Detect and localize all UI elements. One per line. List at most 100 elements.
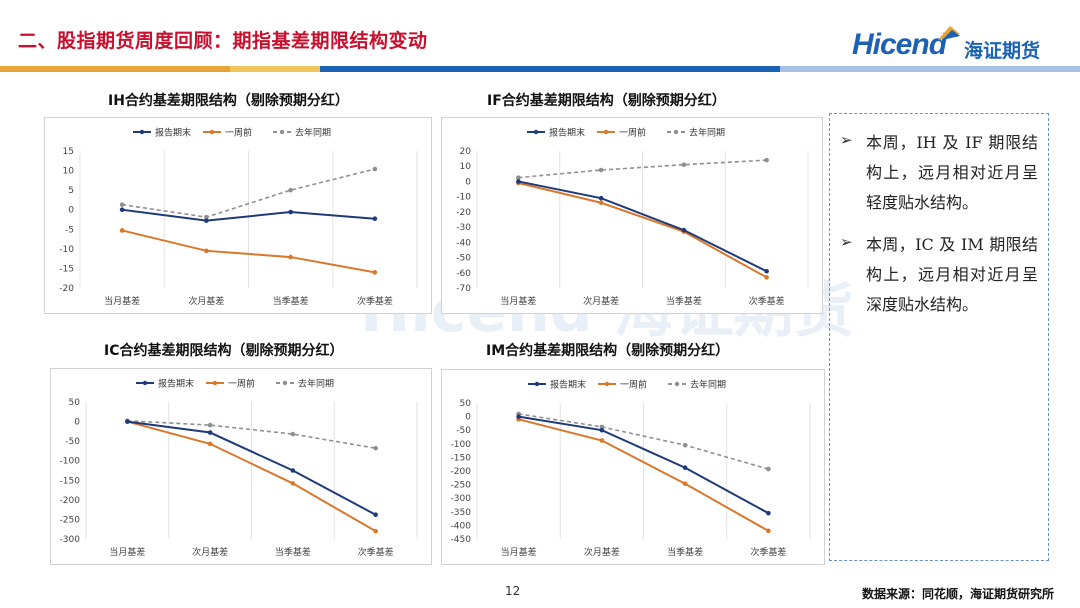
y-tick-label: -40: [456, 238, 471, 248]
y-tick-label: -400: [451, 521, 472, 531]
commentary-item: ➢ 本周，IC 及 IM 期限结构上，远月相对近月呈深度贴水结构。: [840, 230, 1038, 320]
y-tick-label: -70: [456, 284, 471, 294]
y-tick-label: -10: [456, 193, 471, 203]
legend-marker-one-week-ago: [604, 381, 610, 387]
data-point-report-end: [764, 268, 769, 274]
commentary-item: ➢ 本周，IH 及 IF 期限结构上，远月相对近月呈轻度贴水结构。: [840, 128, 1038, 218]
data-point-one-week-ago: [119, 228, 125, 233]
y-tick-label: -300: [60, 535, 81, 545]
series-line-last-year: [518, 413, 769, 470]
y-tick-label: -200: [451, 467, 472, 477]
chart-ic-svg: 50 0 -50 -100 -150 -200 -250 -300 当月基差 次月基差 当季基差 次季…: [60, 378, 418, 558]
data-point-last-year: [764, 157, 769, 163]
data-point-report-end: [372, 216, 378, 222]
arrow-bullet-icon: ➢: [840, 131, 853, 149]
data-point-report-end: [204, 218, 209, 223]
commentary-box: ➢ 本周，IH 及 IF 期限结构上，远月相对近月呈轻度贴水结构。 ➢ 本周，I…: [829, 113, 1049, 561]
legend-label-report-end: 报告期末: [158, 378, 194, 390]
chart-title-im: IM合约基差期限结构（剔除预期分红）: [486, 343, 730, 359]
page-title: 二、股指期货周度回顾：期指基差期限结构变动: [18, 30, 428, 52]
data-point-one-week-ago: [290, 481, 296, 486]
x-category-label: 当月基差: [500, 295, 536, 307]
y-tick-label: -450: [451, 535, 472, 545]
x-category-label: 当季基差: [273, 295, 309, 307]
y-tick-label: -15: [59, 264, 74, 274]
data-point-report-end: [119, 207, 125, 213]
logo-sail-icon: [938, 26, 960, 40]
chart-if: 20 10 0 -10 -20 -30 -40 -50 -60 -70 当月基差 次月基差 当季基差 次季…: [441, 117, 823, 314]
chart-title-ih: IH合约基差期限结构（剔除预期分红）: [108, 93, 349, 109]
y-tick-label: -150: [451, 453, 472, 463]
company-logo: Hicend 海证期货: [852, 24, 1062, 64]
x-category-label: 当月基差: [109, 546, 145, 558]
x-category-label: 次季基差: [357, 295, 393, 307]
chart-ih-svg: 15 10 5 0 -5 -10 -15 -20 当月基差 次月基差 当季基差 次季基差 报告期末 一周前…: [59, 127, 418, 307]
data-point-one-week-ago: [372, 270, 378, 275]
legend-label-report-end: 报告期末: [155, 127, 191, 139]
data-point-report-end: [599, 427, 605, 433]
y-tick-label: -50: [65, 437, 80, 447]
legend-label-one-week-ago: 一周前: [619, 127, 646, 139]
x-category-label: 次季基差: [749, 295, 785, 307]
y-tick-label: -50: [456, 426, 471, 436]
data-point-report-end: [516, 179, 521, 184]
y-tick-label: 50: [460, 399, 472, 409]
legend-label-last-year: 去年同期: [295, 127, 331, 139]
data-point-one-week-ago: [599, 438, 605, 443]
data-point-last-year: [599, 424, 605, 430]
x-category-label: 当季基差: [275, 546, 311, 558]
legend-label-report-end: 报告期末: [549, 127, 585, 139]
y-tick-label: 50: [69, 398, 81, 408]
legend-label-one-week-ago: 一周前: [225, 127, 252, 139]
x-category-label: 当月基差: [104, 295, 140, 307]
chart-if-svg: 20 10 0 -10 -20 -30 -40 -50 -60 -70 当月基差 次月基差 当季基差 次季…: [456, 127, 809, 307]
series-line-report-end: [518, 180, 768, 273]
chart-ic: 50 0 -50 -100 -150 -200 -250 -300 当月基差 次月基差 当季基差 次季…: [50, 368, 432, 565]
commentary-text: 本周，IC 及 IM 期限结构上，远月相对近月呈深度贴水结构。: [866, 235, 1038, 314]
y-tick-label: -100: [60, 457, 81, 467]
legend-marker-report-end: [533, 129, 539, 135]
y-tick-label: -300: [451, 494, 472, 504]
data-point-report-end: [766, 510, 771, 516]
data-point-report-end: [681, 227, 687, 233]
y-tick-label: 0: [465, 413, 471, 423]
y-tick-label: -150: [60, 476, 81, 486]
data-point-report-end: [125, 419, 130, 424]
data-point-one-week-ago: [373, 528, 378, 534]
data-point-report-end: [288, 209, 293, 215]
y-tick-label: 20: [460, 147, 472, 157]
legend-marker-report-end: [534, 381, 540, 387]
data-point-one-week-ago: [288, 254, 293, 260]
data-point-one-week-ago: [682, 481, 688, 487]
series-line-one-week-ago: [121, 229, 376, 274]
page-number: 12: [505, 584, 521, 598]
data-point-last-year: [290, 431, 296, 437]
x-category-label: 当月基差: [501, 546, 537, 558]
y-tick-label: 10: [63, 167, 75, 177]
y-tick-label: -250: [60, 515, 81, 525]
x-category-label: 次月基差: [583, 295, 619, 307]
data-point-last-year: [204, 214, 209, 220]
x-category-label: 次月基差: [192, 546, 228, 558]
data-point-last-year: [119, 202, 125, 207]
legend-label-last-year: 去年同期: [689, 127, 725, 139]
y-tick-label: -20: [59, 284, 74, 294]
chart-title-ic: IC合约基差期限结构（剔除预期分红）: [104, 343, 344, 359]
data-source: 数据来源：同花顺，海证期货研究所: [861, 587, 1054, 601]
header-color-bar: [0, 66, 1080, 72]
data-point-last-year: [766, 466, 771, 472]
x-category-label: 次月基差: [584, 546, 620, 558]
data-point-one-week-ago: [764, 275, 769, 280]
legend-marker-last-year: [282, 380, 288, 386]
series-line-one-week-ago: [518, 418, 769, 532]
data-point-last-year: [681, 162, 687, 167]
y-tick-label: -30: [456, 223, 471, 233]
y-tick-label: -350: [451, 508, 472, 518]
series-line-report-end: [518, 415, 769, 515]
y-tick-label: 0: [74, 418, 80, 428]
y-tick-label: -10: [59, 245, 74, 255]
x-category-label: 次季基差: [750, 546, 786, 558]
series-line-last-year: [122, 168, 376, 218]
data-point-report-end: [290, 468, 296, 473]
data-point-last-year: [516, 175, 521, 180]
